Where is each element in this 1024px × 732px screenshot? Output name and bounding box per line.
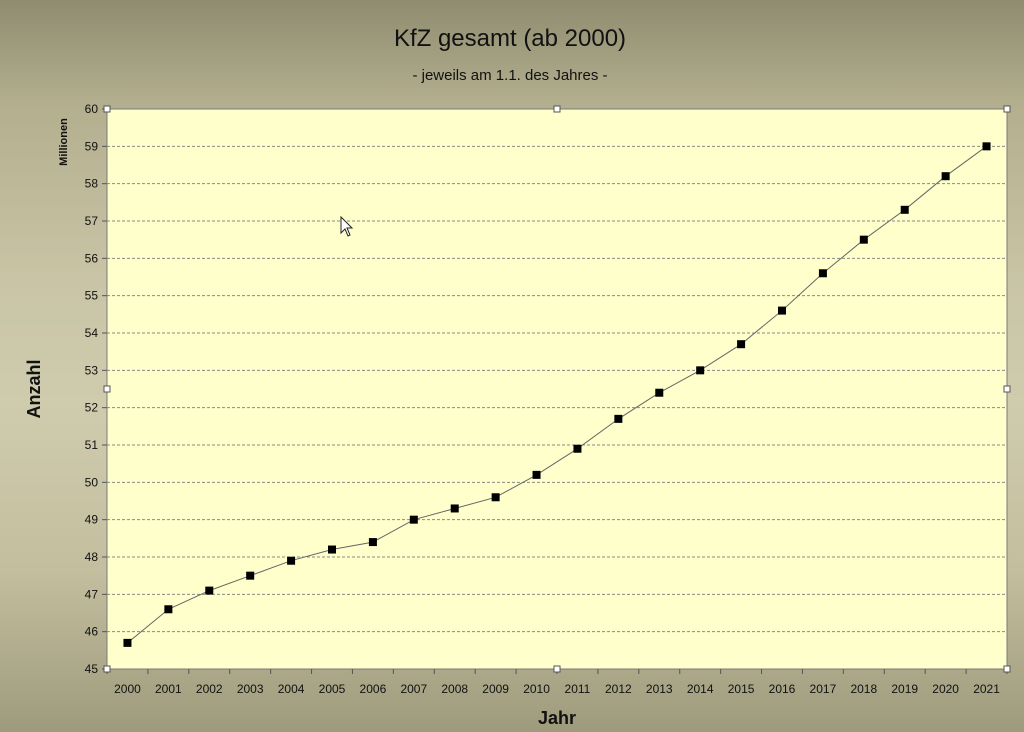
data-point — [859, 235, 868, 244]
y-tick-label: 54 — [85, 326, 99, 340]
plot-area[interactable] — [106, 108, 1008, 670]
x-axis-label: Jahr — [538, 708, 576, 728]
chart-subtitle: - jeweils am 1.1. des Jahres - — [412, 67, 607, 84]
y-axis-label: Anzahl — [24, 359, 44, 418]
x-tick-label: 2004 — [278, 682, 305, 696]
mouse-cursor-icon — [340, 215, 354, 237]
y-tick-label: 46 — [85, 625, 99, 639]
x-tick-label: 2006 — [360, 682, 387, 696]
data-point — [246, 571, 255, 580]
data-point — [368, 538, 377, 547]
selection-handle[interactable] — [1003, 105, 1011, 113]
x-tick-label: 2019 — [891, 682, 918, 696]
x-tick-label: 2003 — [237, 682, 264, 696]
selection-handle[interactable] — [103, 665, 111, 673]
data-point — [123, 638, 132, 647]
x-tick-label: 2002 — [196, 682, 223, 696]
x-axis-ticks: 2000 2001 2002 2003 2004 2005 2006 2007 2008 2009… — [106, 669, 1008, 696]
data-point — [737, 340, 746, 349]
y-tick-label: 48 — [85, 550, 99, 564]
y-tick-label: 50 — [85, 475, 99, 489]
x-tick-label: 2001 — [155, 682, 182, 696]
selection-handle[interactable] — [553, 105, 561, 113]
data-point — [532, 470, 541, 479]
data-point — [941, 172, 950, 181]
series-line — [127, 145, 987, 644]
plot-selection-handles[interactable] — [103, 105, 1011, 673]
x-tick-label: 2007 — [400, 682, 427, 696]
x-tick-label: 2010 — [523, 682, 550, 696]
series-markers — [123, 142, 991, 647]
data-point — [982, 142, 991, 151]
data-point — [818, 269, 827, 278]
y-tick-label: 53 — [85, 363, 99, 377]
y-tick-label: 52 — [85, 401, 99, 415]
data-point — [164, 605, 173, 614]
y-tick-label: 59 — [85, 139, 99, 153]
data-point — [287, 556, 296, 565]
selection-handle[interactable] — [103, 385, 111, 393]
x-tick-label: 2018 — [850, 682, 877, 696]
x-tick-label: 2009 — [482, 682, 509, 696]
y-tick-label: 51 — [85, 438, 99, 452]
y-tick-label: 49 — [85, 513, 99, 527]
x-tick-label: 2000 — [114, 682, 141, 696]
data-point — [409, 515, 418, 524]
x-tick-label: 2015 — [728, 682, 755, 696]
y-tick-label: 56 — [85, 251, 99, 265]
y-tick-label: 47 — [85, 587, 99, 601]
data-point — [450, 504, 459, 513]
data-point — [696, 366, 705, 375]
data-point — [655, 388, 664, 397]
data-point — [778, 306, 786, 315]
x-tick-label: 2020 — [932, 682, 959, 696]
x-tick-label: 2012 — [605, 682, 632, 696]
y-tick-label: 58 — [85, 177, 99, 191]
chart-title: KfZ gesamt (ab 2000) — [394, 25, 626, 52]
data-point — [491, 493, 500, 502]
x-tick-label: 2016 — [769, 682, 796, 696]
data-point — [900, 205, 909, 214]
x-tick-label: 2014 — [687, 682, 714, 696]
selection-handle[interactable] — [1003, 665, 1011, 673]
x-tick-label: 2005 — [319, 682, 346, 696]
x-tick-label: 2008 — [441, 682, 468, 696]
selection-handle[interactable] — [1003, 385, 1011, 393]
y-tick-label: 55 — [85, 289, 99, 303]
x-tick-label: 2013 — [646, 682, 673, 696]
y-axis-ticks: 45 46 47 48 49 50 51 52 53 54 55 56 57 58 59 60 — [85, 102, 107, 676]
x-tick-label: 2017 — [810, 682, 837, 696]
selection-handle[interactable] — [103, 105, 111, 113]
x-tick-label: 2011 — [565, 682, 591, 696]
data-point — [328, 545, 336, 554]
y-axis-unit: Millionen — [58, 118, 70, 166]
y-tick-label: 57 — [85, 214, 99, 228]
x-tick-label: 2021 — [973, 682, 1000, 696]
selection-handle[interactable] — [553, 665, 561, 673]
data-point — [573, 444, 582, 453]
data-point — [205, 586, 214, 595]
y-tick-label: 60 — [85, 102, 99, 116]
y-tick-label: 45 — [85, 662, 99, 676]
grid-lines — [107, 145, 1007, 633]
data-point — [614, 414, 623, 423]
